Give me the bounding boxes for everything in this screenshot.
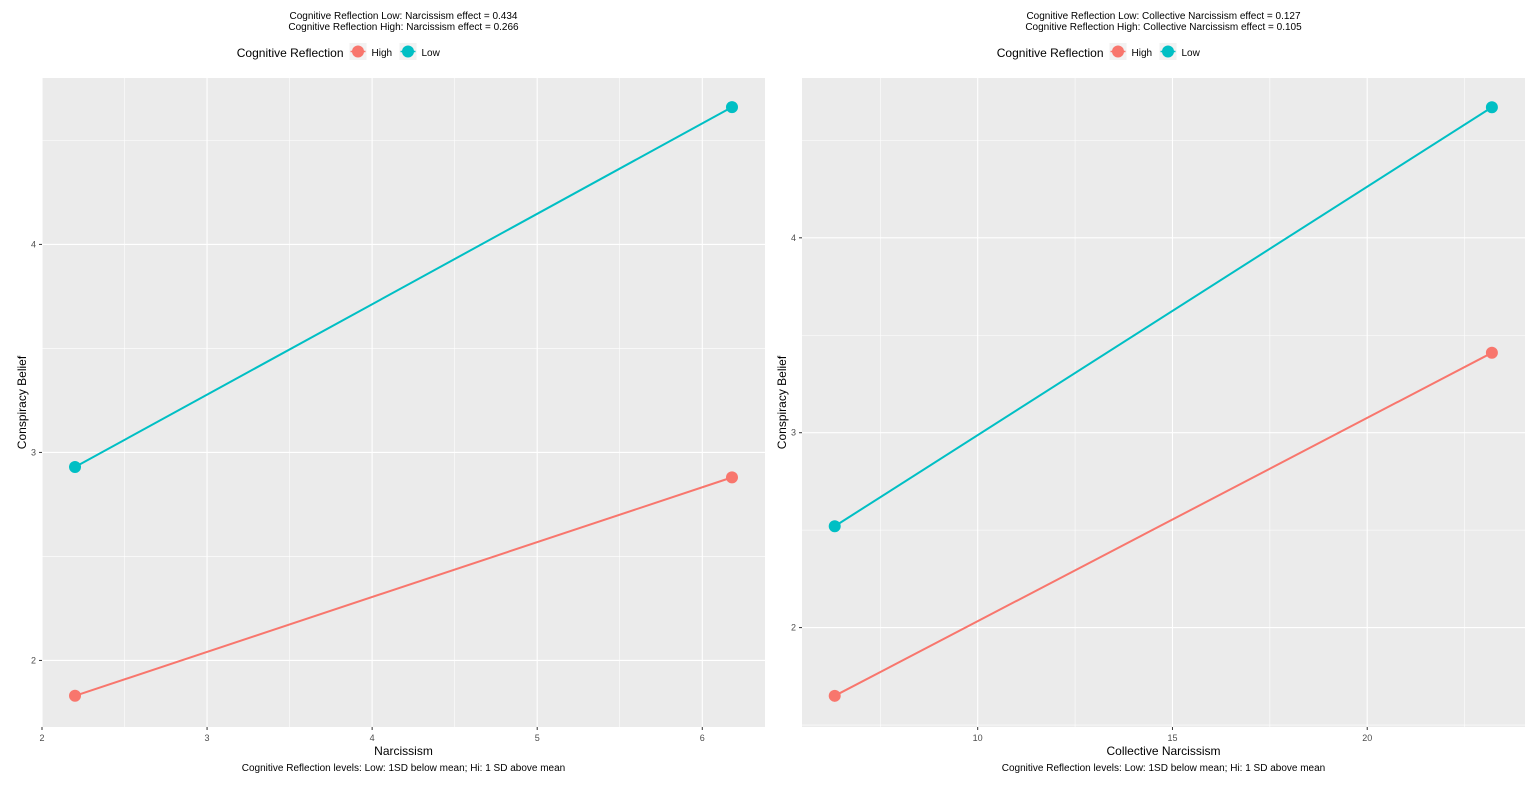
subtitle-line: Cognitive Reflection High: Narcissism ef… bbox=[288, 22, 519, 33]
series-low bbox=[828, 101, 1498, 533]
data-point bbox=[69, 460, 82, 473]
series-line bbox=[834, 351, 1493, 697]
series-high bbox=[828, 346, 1498, 702]
data-point bbox=[1485, 346, 1498, 359]
legend-key-point bbox=[402, 45, 414, 58]
legend: Cognitive Reflection High Low bbox=[997, 43, 1201, 60]
legend-label: Low bbox=[1182, 48, 1201, 59]
series-line bbox=[834, 106, 1493, 528]
plot-background bbox=[42, 78, 765, 727]
x-tick-label: 20 bbox=[1362, 733, 1372, 743]
y-tick-label: 3 bbox=[31, 447, 36, 457]
data-point bbox=[725, 471, 738, 484]
data-point bbox=[69, 689, 82, 702]
legend-label: Low bbox=[422, 48, 441, 59]
data-point bbox=[828, 520, 841, 533]
data-point bbox=[725, 101, 738, 114]
legend-title: Cognitive Reflection bbox=[237, 46, 344, 60]
legend-key-point bbox=[1112, 45, 1124, 58]
legend-key-point bbox=[1162, 45, 1174, 58]
panel-2: Cognitive Reflection Low: Collective Nar… bbox=[775, 11, 1525, 774]
plot-background bbox=[802, 78, 1525, 727]
data-point bbox=[1485, 101, 1498, 114]
data-point bbox=[828, 689, 841, 702]
x-tick-label: 10 bbox=[973, 733, 983, 743]
x-tick-label: 6 bbox=[700, 733, 705, 743]
y-tick-label: 2 bbox=[31, 655, 36, 665]
series-high bbox=[69, 471, 738, 702]
subtitle-line: Cognitive Reflection High: Collective Na… bbox=[1025, 22, 1302, 33]
subtitle-line: Cognitive Reflection Low: Narcissism eff… bbox=[290, 11, 518, 22]
legend-key-point bbox=[352, 45, 364, 58]
y-tick-label: 4 bbox=[791, 233, 796, 243]
legend: Cognitive Reflection High Low bbox=[237, 43, 441, 60]
x-tick-label: 2 bbox=[39, 733, 44, 743]
y-tick-label: 3 bbox=[791, 428, 796, 438]
panel-1: Cognitive Reflection Low: Narcissism eff… bbox=[15, 11, 765, 774]
x-tick-label: 15 bbox=[1167, 733, 1177, 743]
legend-label: High bbox=[1132, 48, 1153, 59]
y-axis-label: Conspiracy Belief bbox=[15, 355, 29, 449]
legend-label: High bbox=[372, 48, 393, 59]
subtitle-line: Cognitive Reflection Low: Collective Nar… bbox=[1026, 11, 1301, 22]
series-line bbox=[74, 106, 733, 468]
caption: Cognitive Reflection levels: Low: 1SD be… bbox=[242, 763, 566, 774]
y-tick-label: 2 bbox=[791, 623, 796, 633]
x-axis-label: Narcissism bbox=[374, 744, 433, 758]
caption: Cognitive Reflection levels: Low: 1SD be… bbox=[1002, 763, 1326, 774]
series-line bbox=[74, 476, 733, 697]
x-tick-label: 5 bbox=[535, 733, 540, 743]
series-low bbox=[69, 101, 738, 473]
legend-title: Cognitive Reflection bbox=[997, 46, 1104, 60]
y-tick-label: 4 bbox=[31, 239, 36, 249]
x-tick-label: 4 bbox=[370, 733, 375, 743]
y-axis-label: Conspiracy Belief bbox=[775, 355, 789, 449]
x-tick-label: 3 bbox=[205, 733, 210, 743]
x-axis-label: Collective Narcissism bbox=[1106, 744, 1220, 758]
